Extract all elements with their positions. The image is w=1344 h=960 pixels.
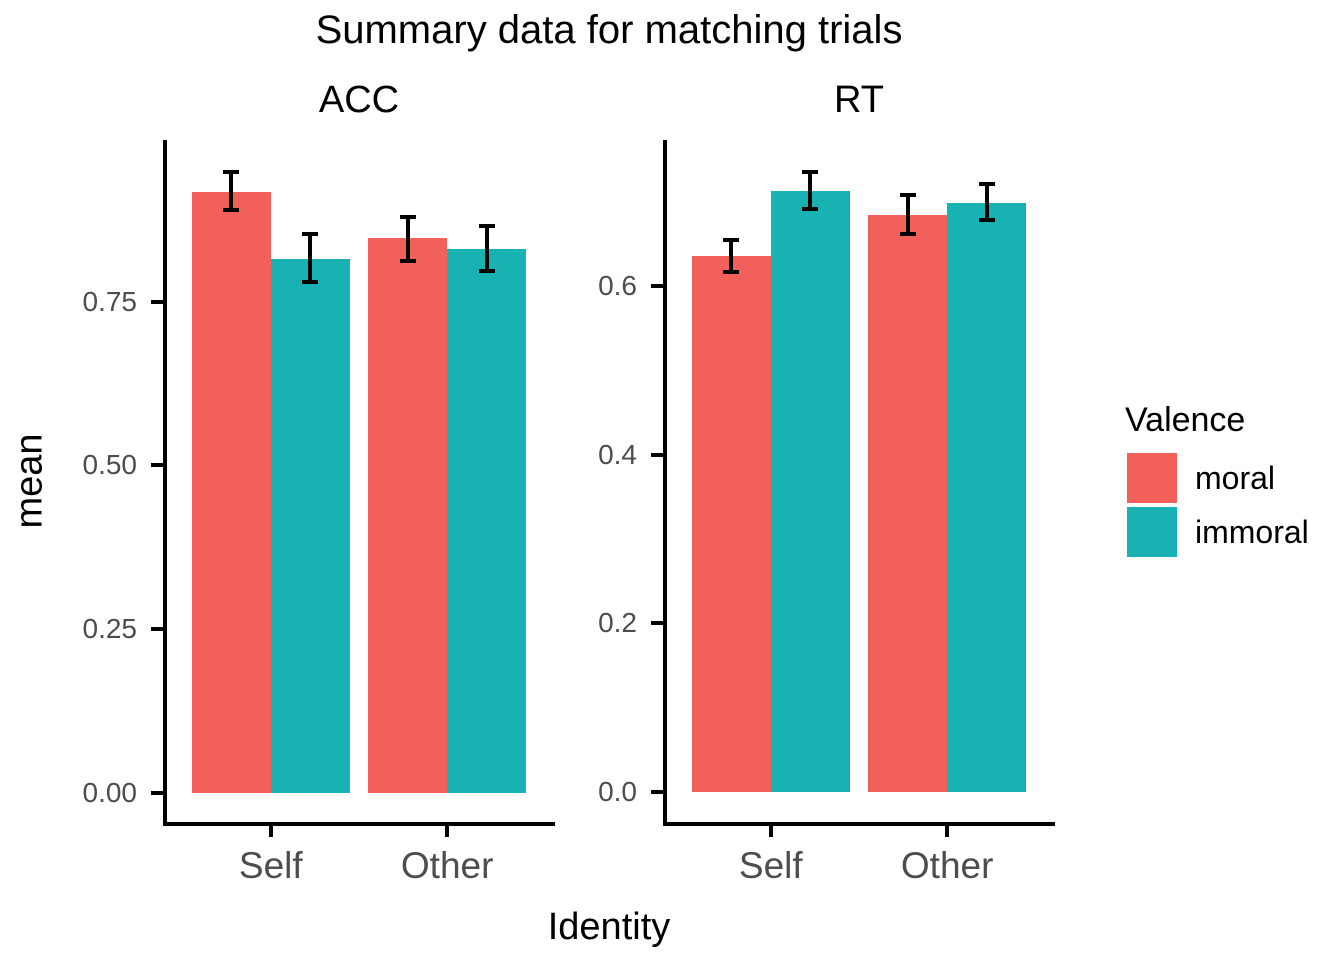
bar-immoral <box>447 248 527 793</box>
error-bar-line <box>808 171 813 210</box>
error-bar-line <box>484 225 489 272</box>
error-bar-cap <box>723 237 740 242</box>
bar-immoral <box>770 190 851 792</box>
bar-immoral <box>270 259 351 793</box>
y-tick-label: 0.50 <box>82 449 138 481</box>
y-tick <box>151 463 163 468</box>
legend-title: Valence <box>1125 401 1246 439</box>
x-tick <box>268 826 273 837</box>
x-tick-label: Other <box>900 845 994 886</box>
error-bar-cap <box>223 169 240 174</box>
legend-item: immoral <box>1127 507 1309 557</box>
facet-strip-rt: RT <box>834 79 884 121</box>
facet-strip-acc: ACC <box>318 79 400 121</box>
error-bar-cap <box>802 170 819 175</box>
bar-moral <box>191 191 271 793</box>
legend-swatch-immoral <box>1127 507 1177 557</box>
y-tick-label: 0.25 <box>82 612 138 644</box>
error-bar-cap <box>978 182 995 186</box>
y-tick <box>651 621 663 626</box>
error-bar-cap <box>478 268 495 273</box>
legend-swatch-moral <box>1127 453 1177 503</box>
y-tick <box>151 299 163 304</box>
x-tick <box>445 826 450 837</box>
error-bar-line <box>984 183 989 221</box>
y-tick <box>651 283 663 288</box>
error-bar-cap <box>399 258 416 263</box>
x-tick-label: Self <box>238 845 303 886</box>
x-axis-line <box>663 822 1055 826</box>
y-axis-line <box>163 140 167 826</box>
error-bar-line <box>905 193 910 236</box>
y-axis-line <box>663 140 667 826</box>
error-bar-cap <box>802 207 819 211</box>
error-bar-line <box>308 232 313 284</box>
error-bar-cap <box>399 214 416 219</box>
y-tick <box>151 626 163 631</box>
bar-moral <box>367 238 448 793</box>
y-tick-label: 0.4 <box>598 438 637 470</box>
y-tick-label: 0.2 <box>598 607 637 639</box>
error-bar-cap <box>899 232 916 237</box>
error-bar-cap <box>223 208 240 213</box>
error-bar-cap <box>723 270 740 275</box>
plot-title: Summary data for matching trials <box>315 8 903 52</box>
x-tick <box>945 826 950 837</box>
y-tick <box>151 790 163 795</box>
y-tick <box>651 452 663 457</box>
error-bar-line <box>729 238 734 274</box>
x-tick <box>768 826 773 837</box>
error-bar-cap <box>302 231 319 236</box>
x-axis-title: Identity <box>547 906 671 948</box>
x-tick-label: Other <box>400 845 494 886</box>
bar-moral <box>867 215 948 792</box>
y-tick-label: 0.00 <box>82 776 138 808</box>
error-bar-cap <box>478 224 495 229</box>
x-tick-label: Self <box>738 845 803 886</box>
y-tick-label: 0.0 <box>598 775 637 807</box>
y-tick <box>651 789 663 794</box>
error-bar-line <box>405 215 410 262</box>
bar-moral <box>691 256 771 792</box>
legend-item-label: immoral <box>1195 513 1309 550</box>
error-bar-cap <box>899 192 916 197</box>
y-tick-label: 0.6 <box>598 269 637 301</box>
legend-item: moral <box>1127 453 1275 503</box>
y-tick-label: 0.75 <box>82 285 138 317</box>
bar-immoral <box>947 203 1027 792</box>
error-bar-cap <box>302 280 319 285</box>
legend-item-label: moral <box>1195 459 1276 496</box>
error-bar-line <box>229 170 234 212</box>
x-axis-line <box>163 822 555 826</box>
error-bar-cap <box>978 217 995 222</box>
